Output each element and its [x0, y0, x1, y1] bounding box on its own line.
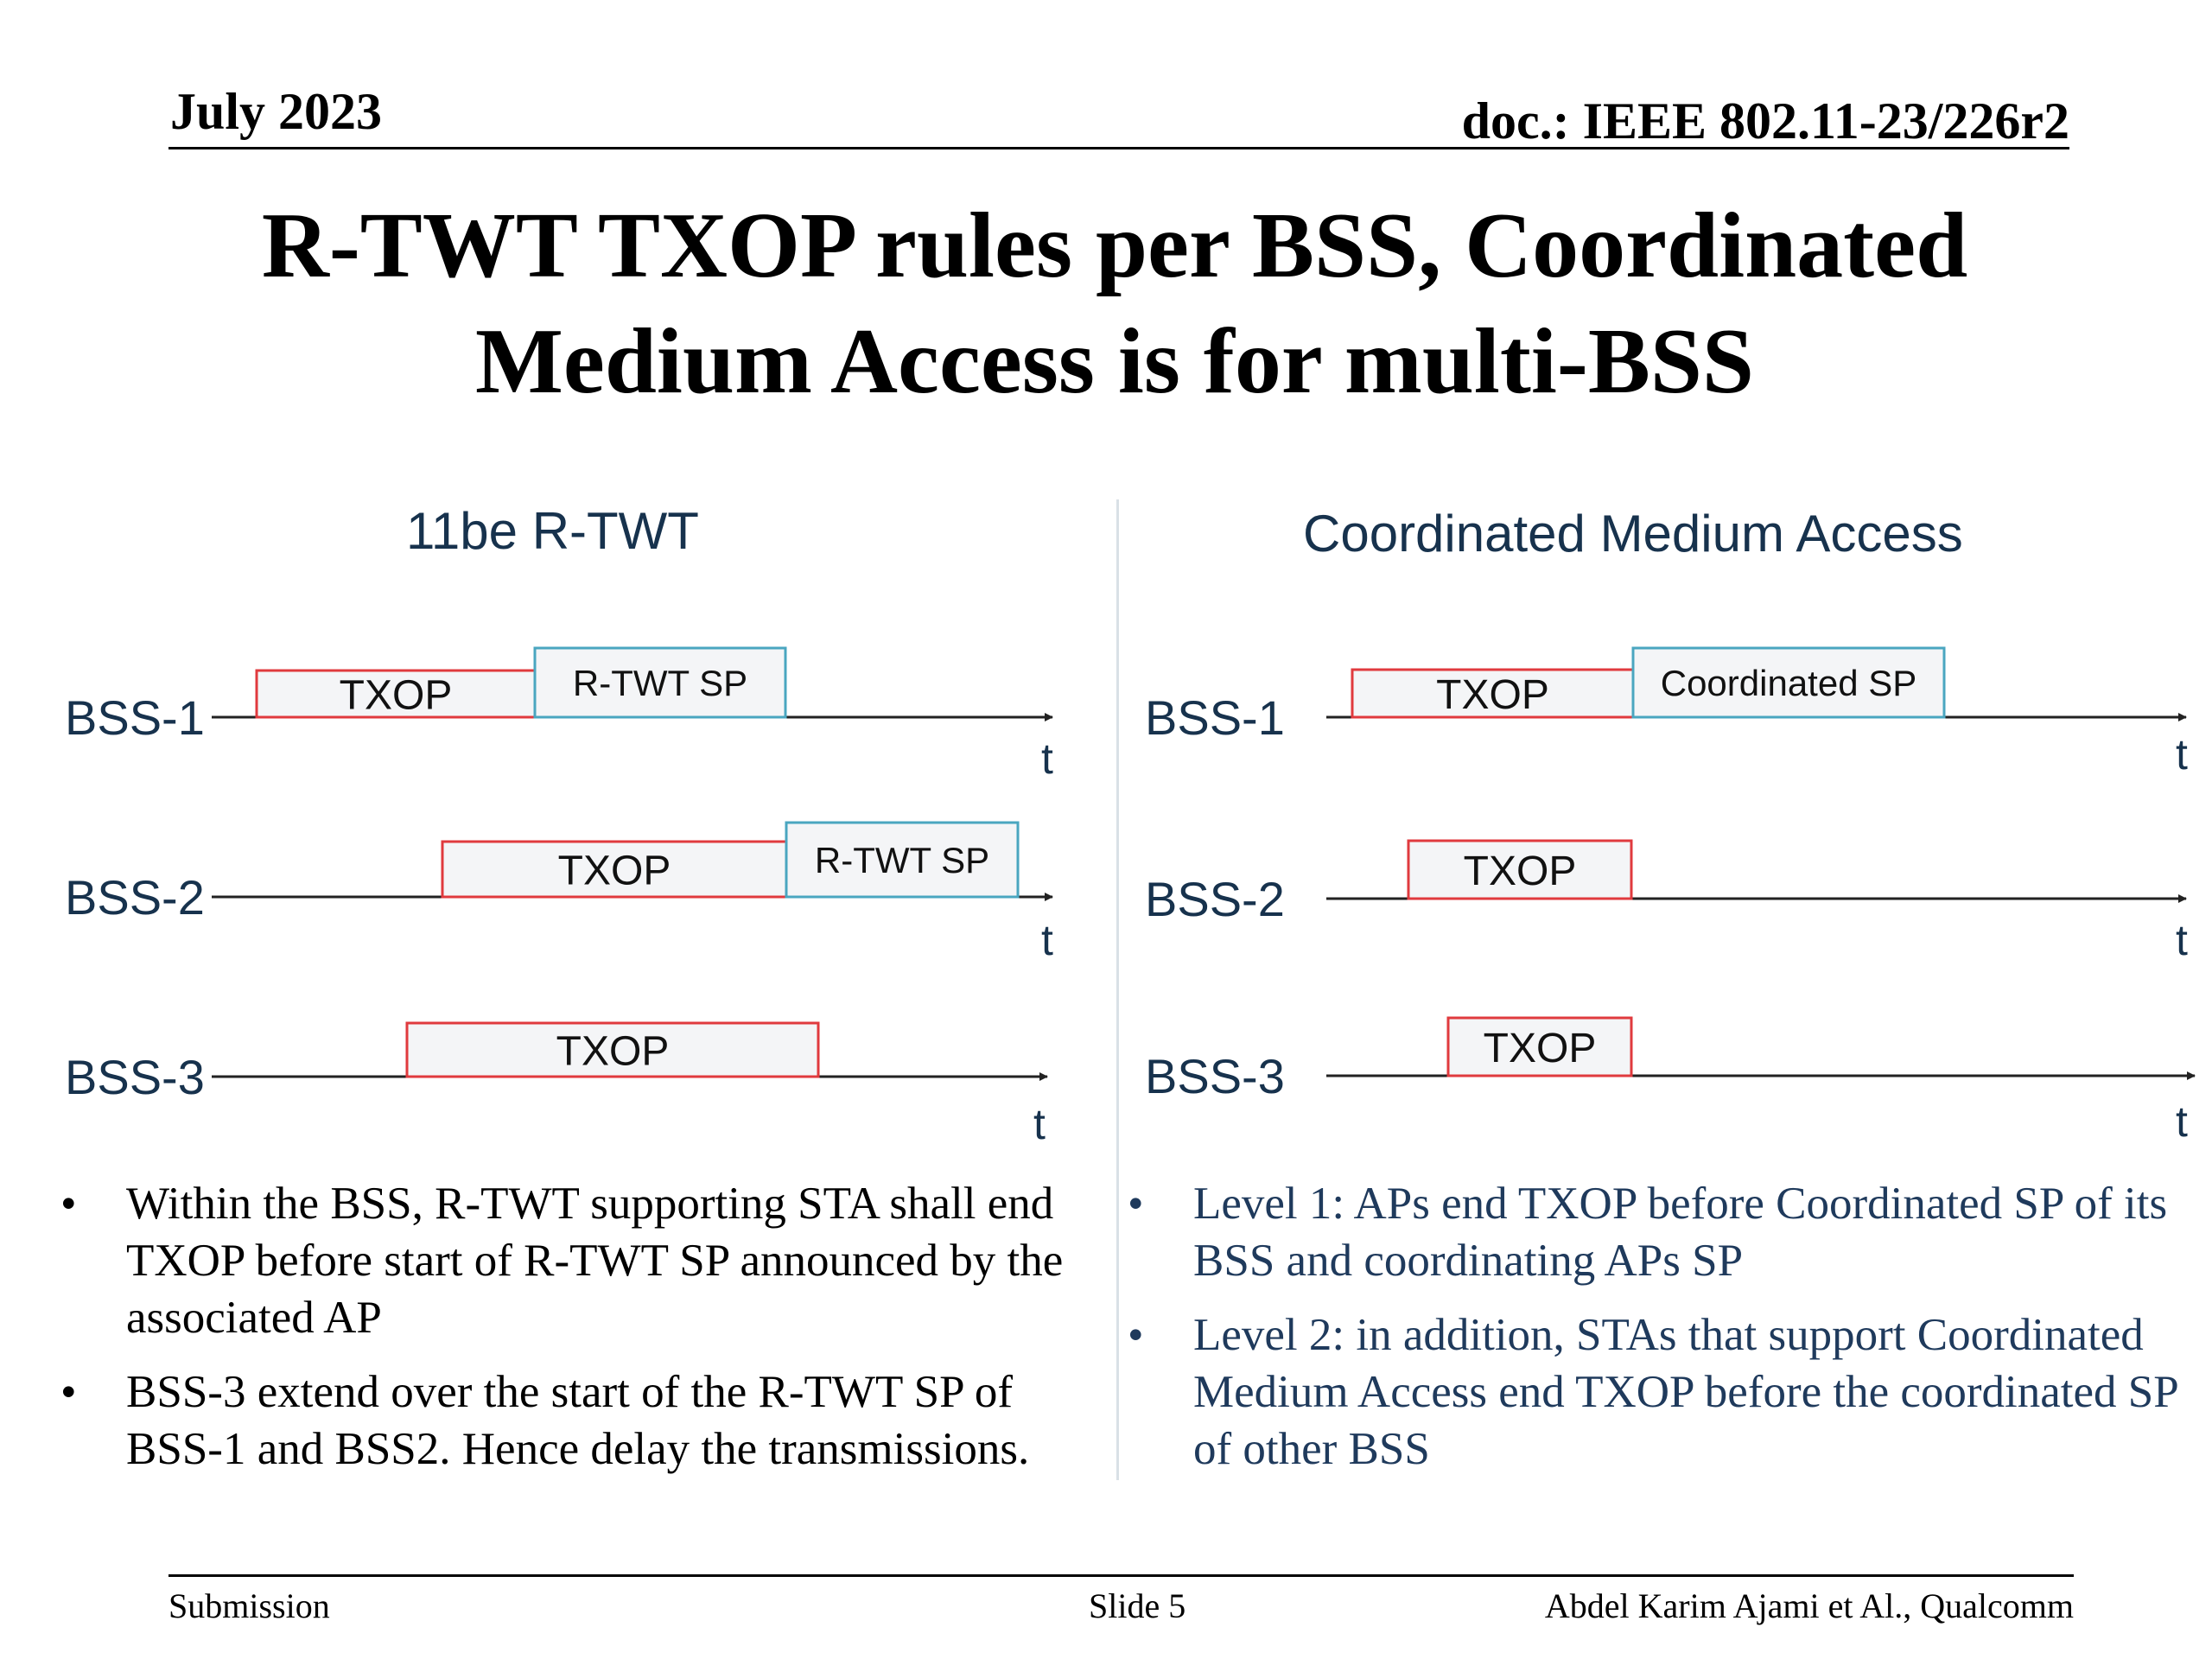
- left-bullet-item: • Within the BSS, R-TWT supporting STA s…: [60, 1175, 1080, 1346]
- time-axis-label: t: [1033, 1100, 1046, 1148]
- bullet-glyph: •: [60, 1179, 77, 1229]
- sp-block: [1631, 646, 1946, 719]
- header-doc-id: doc.: IEEE 802.11-23/226r2: [1461, 92, 2069, 149]
- slide-title: R-TWT TXOP rules per BSS, Coordinated Me…: [121, 188, 2108, 420]
- timeline-row: BSS-2 t TXOP R-TWT SP: [65, 821, 1053, 964]
- bss-label: BSS-2: [1145, 872, 1285, 926]
- timeline-row: BSS-3 t TXOP: [65, 1021, 1048, 1148]
- footer-slide-number: Slide 5: [1089, 1586, 1186, 1625]
- bullet-glyph: •: [1128, 1310, 1144, 1360]
- txop-block: [1351, 668, 1635, 719]
- bullet-glyph: •: [1128, 1179, 1144, 1229]
- panel-divider: [1116, 499, 1119, 1480]
- right-timeline: BSS-1 t TXOP Coordinated SP BSS-2 t TXOP BSS-3 t…: [1145, 646, 2196, 1146]
- footer-submission: Submission: [168, 1586, 330, 1625]
- sp-label: Coordinated SP: [1661, 663, 1917, 703]
- right-panel-title: Coordinated Medium Access: [1303, 505, 1963, 563]
- sp-block: [785, 821, 1020, 899]
- bss-label: BSS-1: [65, 690, 205, 745]
- sp-block: [533, 646, 787, 719]
- time-axis-label: t: [1041, 734, 1053, 783]
- timeline-row: BSS-1 t TXOP R-TWT SP: [65, 646, 1053, 783]
- left-bullet-text: Within the BSS, R-TWT supporting STA sha…: [126, 1179, 1064, 1343]
- txop-block: [405, 1021, 820, 1078]
- right-bullet-text: Level 2: in addition, STAs that support …: [1193, 1310, 2177, 1474]
- right-bullet-item: • Level 2: in addition, STAs that suppor…: [1128, 1306, 2190, 1478]
- time-axis-label: t: [2176, 916, 2188, 964]
- bss-label: BSS-2: [65, 870, 205, 925]
- right-bullet-list: • Level 1: APs end TXOP before Coordinat…: [1128, 1175, 2190, 1495]
- txop-block: [1407, 839, 1633, 900]
- header-rule: [168, 147, 2069, 149]
- txop-label: TXOP: [556, 1028, 670, 1074]
- timeline-row: BSS-2 t TXOP: [1145, 839, 2188, 964]
- left-bullet-text: BSS-3 extend over the start of the R-TWT…: [126, 1367, 1030, 1474]
- left-bullet-list: • Within the BSS, R-TWT supporting STA s…: [60, 1175, 1080, 1495]
- bss-label: BSS-3: [65, 1050, 205, 1104]
- left-bullet-item: • BSS-3 extend over the start of the R-T…: [60, 1363, 1080, 1478]
- txop-label: TXOP: [558, 848, 671, 893]
- slide-title-line-2: Medium Access is for multi-BSS: [475, 310, 1754, 413]
- txop-label: TXOP: [1464, 849, 1577, 894]
- sp-label: R-TWT SP: [815, 840, 989, 880]
- bss-label: BSS-1: [1145, 690, 1285, 745]
- txop-label: TXOP: [340, 672, 453, 718]
- txop-label: TXOP: [1436, 672, 1549, 718]
- slide-title-line-1: R-TWT TXOP rules per BSS, Coordinated: [261, 194, 1968, 297]
- txop-label: TXOP: [1484, 1026, 1597, 1071]
- footer-author: Abdel Karim Ajami et Al., Qualcomm: [1544, 1586, 2074, 1625]
- right-bullet-text: Level 1: APs end TXOP before Coordinated…: [1193, 1179, 2168, 1286]
- left-panel-title: 11be R-TWT: [406, 502, 699, 560]
- bullet-glyph: •: [60, 1367, 77, 1417]
- time-axis-label: t: [1041, 916, 1053, 964]
- footer-rule: [168, 1574, 2074, 1577]
- bss-label: BSS-3: [1145, 1049, 1285, 1103]
- txop-block: [441, 840, 788, 899]
- sp-label: R-TWT SP: [573, 663, 747, 703]
- txop-block: [1446, 1016, 1633, 1077]
- txop-block: [255, 669, 537, 719]
- time-axis-label: t: [2176, 1097, 2188, 1146]
- timeline-row: BSS-1 t TXOP Coordinated SP: [1145, 646, 2188, 779]
- header-date: July 2023: [170, 83, 383, 140]
- right-bullet-item: • Level 1: APs end TXOP before Coordinat…: [1128, 1175, 2190, 1289]
- timeline-row: BSS-3 t TXOP: [1145, 1016, 2196, 1146]
- time-axis-label: t: [2176, 730, 2188, 779]
